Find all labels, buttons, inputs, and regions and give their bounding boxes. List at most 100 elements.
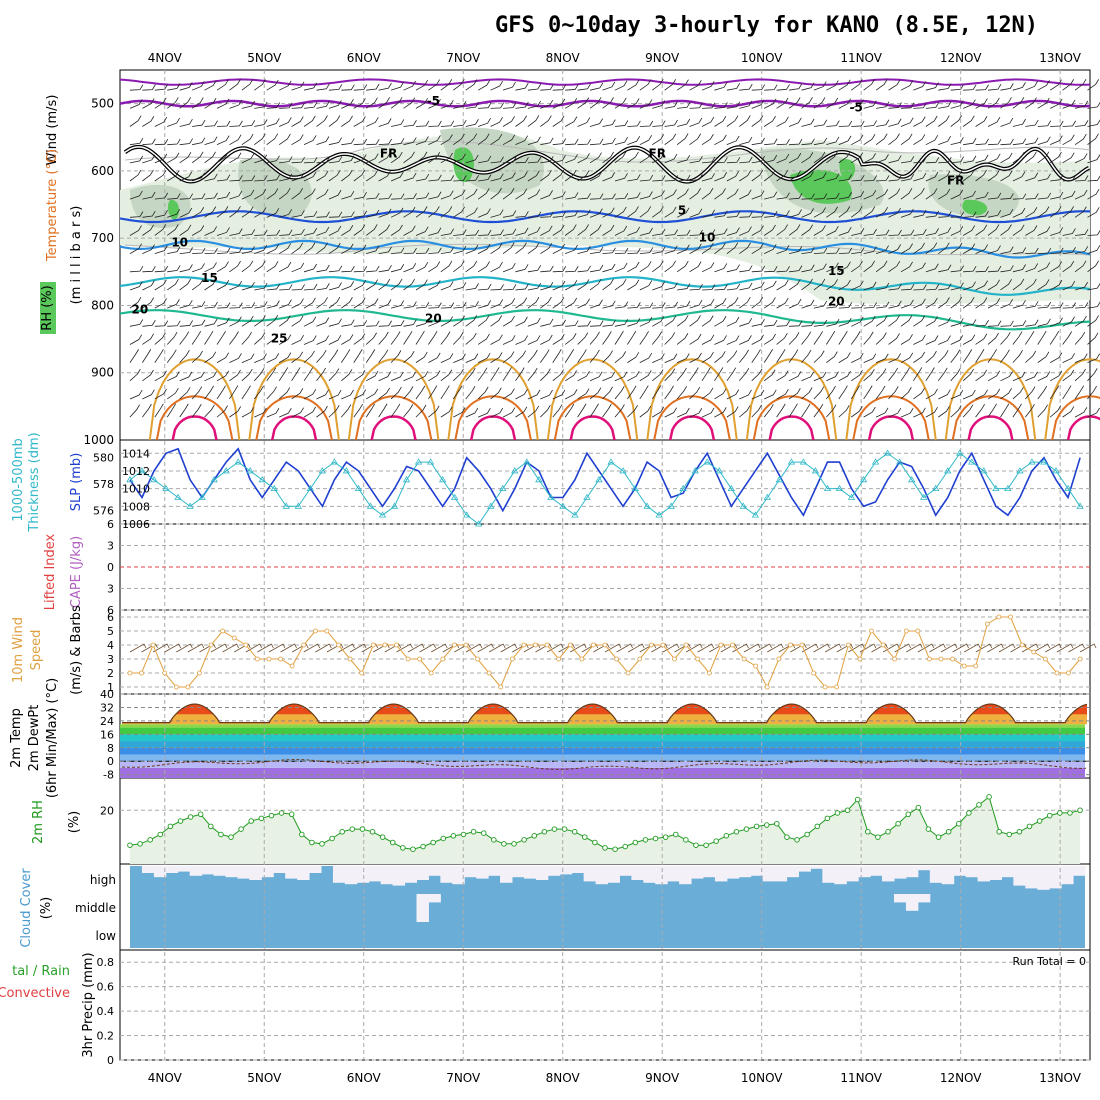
wind-barb — [763, 404, 774, 418]
wind-barb — [279, 209, 293, 218]
wind-barb — [888, 353, 901, 363]
grid-layer — [120, 70, 1090, 1061]
surface-barb — [210, 643, 228, 653]
surface-barb — [245, 643, 263, 653]
wind-barb — [826, 330, 836, 345]
surface-barb — [674, 643, 691, 653]
wind-barb — [838, 226, 852, 236]
rh-point — [430, 839, 436, 846]
wind-barb — [291, 228, 305, 236]
thickness-marker — [679, 484, 687, 492]
wind-barb — [216, 206, 229, 218]
wind-barb — [714, 188, 726, 200]
wind-barb — [428, 370, 441, 382]
wind-barb — [652, 353, 665, 364]
cloud-high-gap — [1013, 866, 1026, 886]
rh-point — [1046, 812, 1053, 819]
wind-barb — [838, 330, 848, 345]
thickness-marker — [258, 476, 266, 483]
wind-speed-point — [533, 642, 538, 648]
wind-barb — [154, 170, 167, 182]
wind-barb — [875, 245, 889, 255]
wind-barb — [652, 246, 666, 255]
cloud-high-gap — [237, 866, 250, 879]
wind-barb — [838, 385, 848, 400]
wind-barb — [291, 351, 304, 363]
wind-barb — [838, 120, 853, 127]
wind-barb — [515, 227, 529, 236]
thickness-marker — [174, 493, 182, 500]
wind-barb — [875, 79, 888, 91]
wind-barb — [838, 135, 852, 146]
wind-barb — [726, 115, 739, 127]
label-precip3: 3hr Precip (mm) — [81, 952, 96, 1057]
wind-barb — [291, 262, 305, 273]
wind-barb — [590, 264, 604, 273]
surface-barb — [419, 643, 436, 653]
wind-barb — [913, 315, 926, 327]
wind-barb — [428, 79, 440, 91]
wind-speed-point — [614, 656, 619, 662]
dewpoint-line — [121, 758, 1086, 770]
wind-barb — [278, 315, 291, 327]
wind-barb — [863, 353, 877, 364]
contour-label: -5 — [850, 101, 863, 115]
x-tick-top: 4NOV — [148, 51, 183, 65]
wind-barb — [664, 119, 678, 127]
wind-barb — [1012, 193, 1027, 200]
wind-barb — [415, 318, 429, 327]
wind-barb — [303, 335, 317, 345]
wind-barb — [1062, 260, 1075, 273]
wind-barb — [1025, 371, 1038, 382]
thickness-marker — [619, 467, 627, 474]
cloud-high-gap — [380, 866, 394, 885]
wind-barb — [888, 207, 901, 218]
wind-barb — [328, 282, 342, 291]
wind-barb — [390, 371, 404, 382]
rh-shade-high — [167, 147, 988, 220]
wind-barb — [801, 82, 815, 91]
wind-barb — [963, 155, 977, 164]
wind-barb — [714, 172, 728, 182]
wind-speed-point — [591, 642, 596, 648]
wind-barb — [515, 316, 528, 327]
wind-barb — [316, 211, 330, 218]
wind-barb — [229, 152, 242, 164]
wind-barb — [167, 371, 180, 382]
thickness-marker — [895, 458, 904, 465]
wind-barb — [776, 265, 790, 273]
wind-barb — [838, 79, 851, 91]
surface-barb — [442, 643, 460, 653]
thickness-marker — [980, 467, 988, 474]
wind-barb — [1074, 153, 1088, 164]
wind-barb — [564, 169, 577, 182]
wind-barb — [291, 172, 305, 182]
wind-barb — [1012, 403, 1022, 418]
wind-barb — [975, 191, 989, 200]
wind-barb — [129, 243, 142, 255]
wind-barb — [216, 151, 229, 164]
wind-barb — [726, 297, 739, 309]
wind-barb — [689, 80, 702, 91]
wind-barb — [465, 119, 479, 127]
wind-barb — [266, 133, 279, 145]
surface-temp-contour — [944, 358, 1037, 441]
wind-barb — [191, 404, 202, 418]
wind-barb — [490, 209, 504, 218]
wind-barb — [478, 174, 492, 182]
wind-barb — [353, 210, 368, 218]
wind-barb — [316, 83, 330, 91]
wind-barb — [154, 83, 169, 91]
wind-barb — [341, 243, 354, 255]
wind-barb — [216, 317, 230, 327]
wind-barb — [900, 408, 914, 418]
surface-barb — [987, 643, 1004, 653]
thickness-marker — [210, 476, 218, 483]
wind-barb — [801, 403, 811, 418]
wind-barb — [502, 335, 516, 345]
wind-speed-point — [324, 628, 330, 634]
surface-barb — [488, 643, 506, 653]
wind-barb — [515, 389, 528, 400]
x-tick-top: 8NOV — [546, 51, 581, 65]
rh-point — [238, 826, 244, 832]
